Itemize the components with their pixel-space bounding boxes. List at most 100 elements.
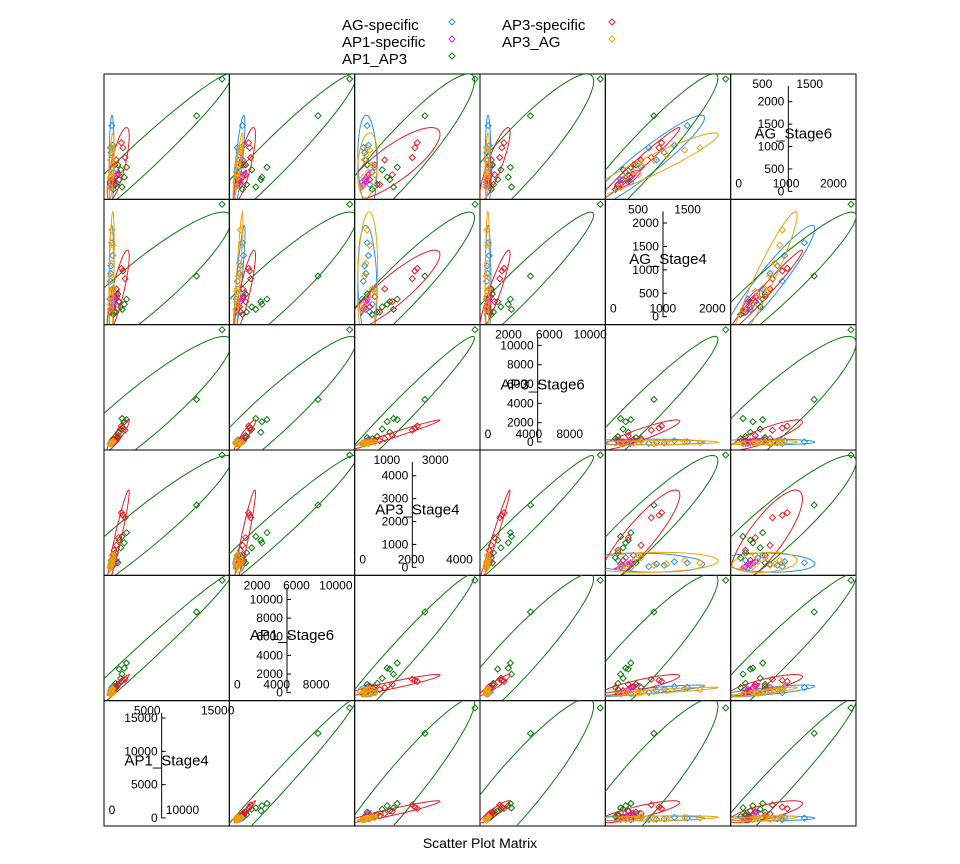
point-ap3-specific (238, 285, 247, 293)
point-ap3-ag (629, 168, 638, 176)
point-ap3-specific (768, 513, 777, 522)
point-ap1-ap3 (506, 659, 515, 667)
tick-label: 10000 (250, 592, 284, 606)
tick-label: 5000 (134, 704, 161, 718)
panel-ap3-stage6-vs-ag-stage6 (479, 73, 606, 200)
panel-ag-stage4-vs-ap1-stage4 (604, 700, 732, 827)
point-ag-specific (107, 269, 115, 278)
point-ap3-specific (778, 676, 787, 685)
point-ag-specific (800, 814, 809, 822)
ellipse-ap1-ap3 (730, 454, 857, 576)
point-ap3-specific (380, 434, 389, 443)
point-ap3-ag (637, 161, 645, 169)
point-ap1-ap3 (389, 804, 398, 812)
point-ap3-ag (234, 562, 242, 571)
ellipse-ap1-ap3 (229, 700, 355, 827)
point-ap1-ap3 (192, 501, 201, 509)
point-ap1-ap3 (192, 608, 201, 616)
point-ap3-specific (244, 264, 253, 273)
panel-ap3-stage4-vs-ap1-stage4 (354, 700, 481, 827)
point-ap3-specific (487, 541, 496, 550)
panel-frame (228, 73, 356, 200)
tick-label: 3000 (382, 492, 409, 506)
tick-label: 0 (485, 427, 492, 441)
point-ap3-ag (236, 226, 245, 234)
point-ap3-ag (106, 564, 114, 572)
point-ap3-specific (751, 533, 760, 542)
point-ap1-ap3 (389, 414, 398, 423)
point-ap3-specific (657, 804, 666, 813)
point-ap3-ag (484, 285, 493, 293)
point-ap3-ag (360, 272, 369, 280)
point-ap3-specific (121, 426, 129, 434)
point-ap1-ap3 (493, 665, 502, 673)
ellipse-ap1-ap3 (229, 211, 355, 325)
tick-label: 0 (276, 686, 283, 700)
ellipse-ap1-ap3 (605, 74, 719, 200)
point-ap3-ag (233, 551, 241, 560)
tick-label: 5000 (131, 778, 158, 792)
point-ap3-ag (778, 814, 787, 822)
point-ap1-ap3 (621, 539, 630, 547)
point-ap1-ap3 (507, 670, 516, 678)
ellipse-ap1-ap3 (730, 335, 857, 450)
point-ag-specific (359, 277, 368, 285)
point-ap3-specific (619, 556, 627, 565)
point-ap1-ap3 (611, 812, 620, 821)
tick-label: 2000 (699, 302, 726, 316)
point-ap3-specific (490, 807, 499, 816)
point-ap1-ap3 (721, 704, 730, 712)
point-ap3-specific (629, 161, 638, 169)
point-ap1-ap3 (596, 75, 605, 83)
tick-label: 10000 (500, 338, 534, 352)
point-ap3-ag (482, 156, 490, 164)
point-ap1-ap3 (257, 297, 265, 306)
point-ap3-specific (375, 437, 384, 445)
point-ap3-specific (413, 677, 422, 686)
point-ag-specific (683, 121, 691, 130)
tick-label: 4000 (263, 678, 290, 692)
point-ap3-ag (696, 143, 704, 152)
point-ag-specific (364, 251, 373, 260)
point-ap1-ap3 (120, 300, 129, 309)
point-ag-specific (660, 439, 668, 447)
tick-label: 1500 (758, 117, 785, 131)
point-ap1-ap3 (736, 683, 745, 692)
tick-label: 1000 (649, 302, 676, 316)
tick-label: 0 (402, 560, 409, 574)
point-ap3-ag (107, 561, 115, 570)
ellipse-ap3-specific (730, 419, 804, 450)
ellipse-ap3-specific (354, 249, 441, 325)
point-ap1-ap3 (421, 608, 429, 616)
point-ap3-ag (771, 259, 779, 268)
point-ap3-specific (746, 303, 755, 311)
point-ap3-specific (239, 292, 248, 301)
point-ap1-ap3 (632, 559, 640, 567)
ellipse-ap1-ap3 (104, 575, 230, 701)
point-ap3-specific (486, 161, 495, 169)
point-ap3-specific (239, 161, 248, 169)
point-ap3-ag (235, 259, 244, 268)
point-ap3-specific (121, 153, 129, 162)
point-ap3-ag (106, 305, 114, 314)
point-ap3-ag (621, 562, 630, 571)
point-ap1-ap3 (504, 801, 513, 810)
ellipse-ap1-ap3 (104, 335, 230, 450)
legend-label-ag-specific: AG-specific (342, 17, 419, 34)
point-ap3-ag (106, 688, 115, 696)
point-ap3-specific (244, 139, 253, 147)
point-ap3-ag (771, 814, 779, 823)
point-ap1-specific (616, 180, 625, 189)
point-ag-specific (670, 557, 679, 566)
point-ap3-ag (237, 146, 246, 154)
point-ap3-ag (766, 561, 774, 570)
point-ap1-ap3 (847, 325, 855, 334)
point-ap3-ag (680, 438, 689, 446)
point-ap1-ap3 (118, 305, 126, 314)
point-ap1-ap3 (393, 295, 402, 303)
point-ap3-ag (232, 305, 240, 314)
point-ap1-ap3 (650, 395, 658, 404)
point-ap3-specific (657, 422, 666, 430)
tick-label: 0 (151, 811, 158, 825)
ellipse-ap1-ap3 (229, 336, 355, 450)
